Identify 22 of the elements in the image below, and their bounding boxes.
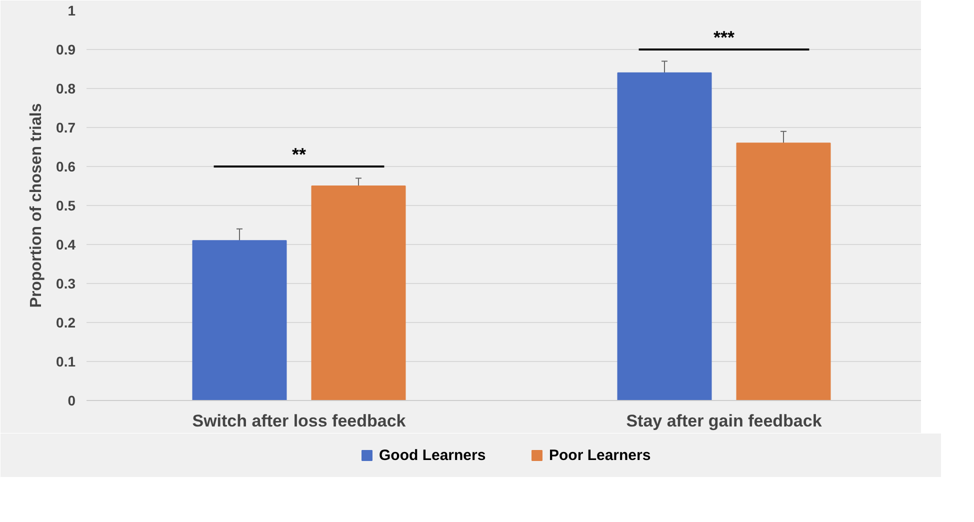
y-tick-label: 1 (68, 2, 76, 18)
y-tick-label: 0.9 (56, 42, 76, 58)
bar (736, 142, 831, 400)
x-tick-label: Switch after loss feedback (192, 412, 406, 430)
y-axis-title: Proportion of chosen trials (28, 103, 46, 308)
bar (617, 72, 712, 400)
y-tick-label: 0.2 (56, 314, 76, 330)
y-tick-label: 0.4 (56, 236, 76, 252)
y-tick-label: 0.8 (56, 80, 76, 96)
annotation: ** (292, 144, 306, 164)
y-tick-label: 0.6 (56, 158, 76, 174)
x-tick-label: Stay after gain feedback (626, 412, 822, 430)
y-tick-label: 0.7 (56, 120, 76, 136)
bar (311, 186, 406, 400)
y-tick-label: 0.3 (56, 276, 76, 292)
bar (192, 240, 287, 400)
y-tick-label: 0.5 (56, 198, 76, 214)
y-tick-label: 0.1 (56, 354, 76, 370)
y-tick-label: 0 (68, 392, 76, 408)
annotation: *** (713, 28, 735, 48)
legend-label: Good Learners (379, 447, 486, 464)
legend-label: Poor Learners (549, 447, 651, 464)
